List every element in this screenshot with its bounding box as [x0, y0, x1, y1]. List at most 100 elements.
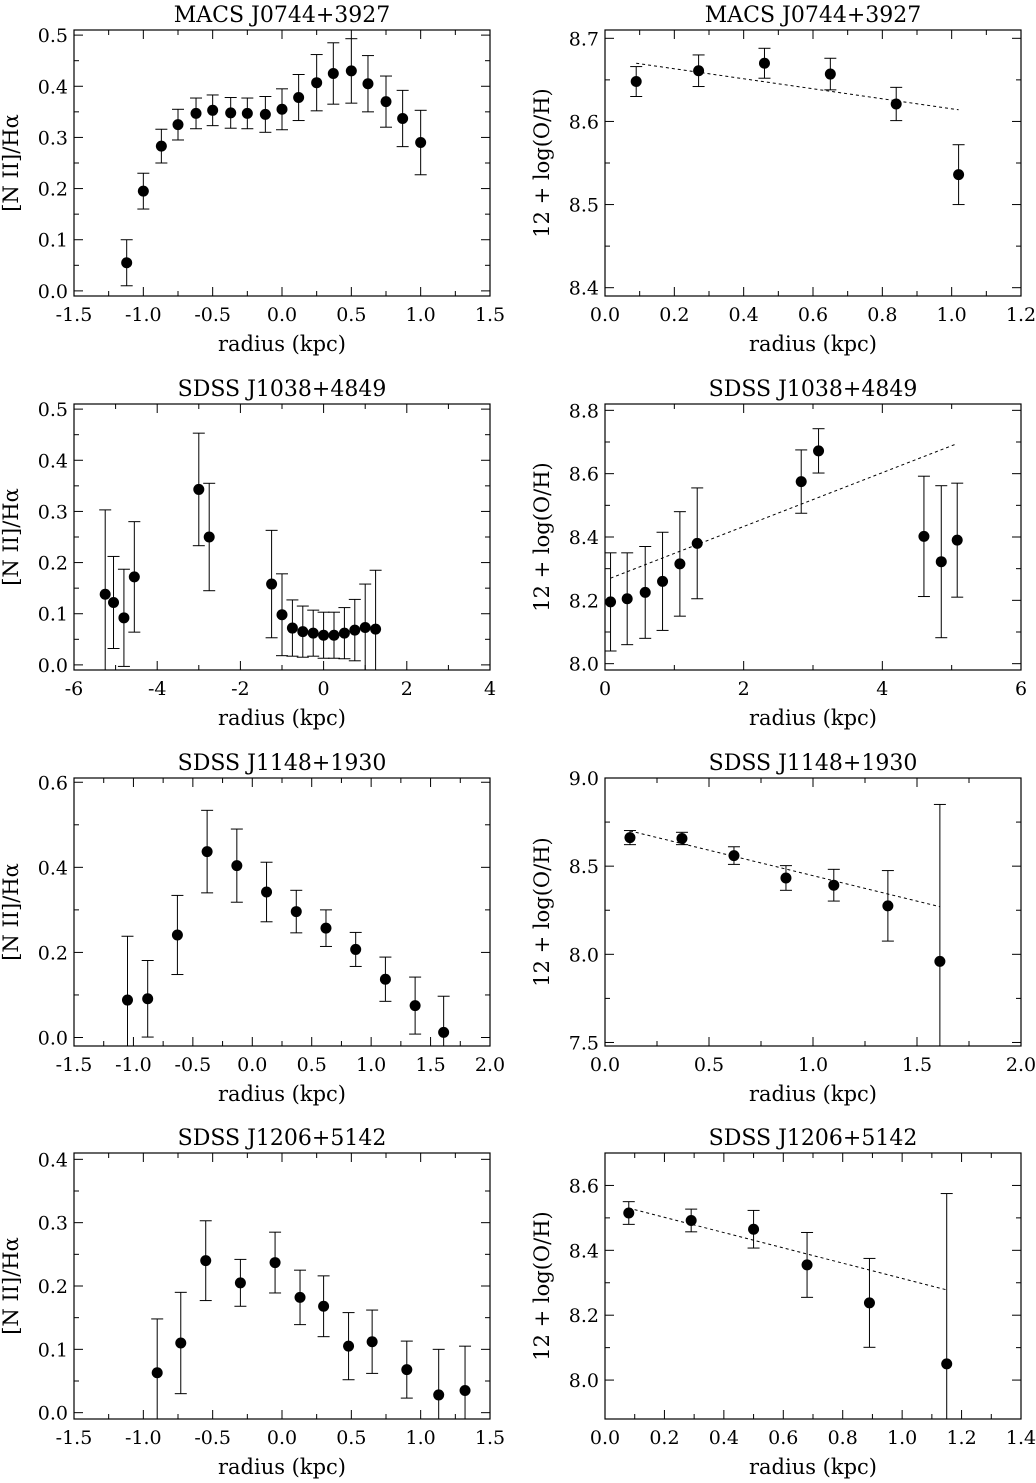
y-tick-label: 0.0	[38, 655, 68, 677]
x-tick-label: -1.0	[125, 304, 162, 326]
data-point	[201, 846, 213, 858]
plot-frame	[73, 1152, 491, 1420]
panel-6: SDSS J1148+1930 radius (kpc) 12 + log(O/H)…	[530, 751, 1036, 1106]
x-tick-label: 1.0	[356, 1054, 386, 1076]
data-point	[345, 65, 357, 77]
panel-title: SDSS J1206+5142	[178, 1126, 387, 1151]
panel-3: SDSS J1038+4849 radius (kpc) [N II]/Hα -6 -4…	[0, 377, 496, 730]
data-point	[362, 78, 374, 90]
x-tick-label: 1.0	[937, 304, 967, 326]
x-tick-label: 0.5	[336, 1427, 366, 1449]
x-axis-label: radius (kpc)	[749, 1455, 877, 1479]
y-tick-label: 0.0	[38, 1027, 68, 1049]
panel-5: SDSS J1148+1930 radius (kpc) [N II]/Hα -1.5…	[0, 751, 505, 1106]
data-point	[338, 627, 350, 639]
panel-title: SDSS J1038+4849	[178, 377, 387, 402]
data-point	[207, 104, 219, 116]
data-point	[918, 530, 930, 542]
x-tick-label: -0.5	[194, 304, 231, 326]
x-tick-label: -6	[65, 678, 84, 700]
y-axis-label: [N II]/Hα	[0, 488, 23, 586]
x-axis-label: radius (kpc)	[218, 706, 346, 730]
data-point	[605, 596, 617, 608]
data-point	[307, 627, 319, 639]
data-point	[108, 596, 120, 608]
x-tick-label: 0.4	[729, 304, 759, 326]
data-point	[343, 1340, 355, 1352]
data-point	[366, 1336, 378, 1348]
panel-2: MACS J0744+3927 radius (kpc) 12 + log(O/H)…	[530, 3, 1036, 356]
x-tick-label: 0.0	[237, 1054, 267, 1076]
x-tick-label: 0.0	[590, 1427, 620, 1449]
y-axis-label: 12 + log(O/H)	[530, 837, 554, 986]
data-point	[630, 76, 642, 88]
y-tick-label: 0.5	[38, 25, 68, 47]
data-point	[286, 622, 298, 634]
data-point	[241, 107, 253, 119]
y-tick-label: 0.0	[38, 281, 68, 303]
data-point	[863, 1297, 875, 1309]
x-tick-label: 1.0	[798, 1054, 828, 1076]
data-point	[795, 476, 807, 488]
data-point	[297, 626, 309, 638]
data-layer	[120, 38, 427, 287]
y-tick-label: 0.3	[38, 127, 68, 149]
y-axis-label: 12 + log(O/H)	[530, 1211, 554, 1360]
data-point	[433, 1389, 445, 1401]
x-tick-label: 0.8	[828, 1427, 858, 1449]
x-axis-label: radius (kpc)	[218, 332, 346, 356]
y-tick-label: 8.4	[569, 1240, 599, 1262]
y-tick-label: 8.8	[569, 400, 599, 422]
panel-7: SDSS J1206+5142 radius (kpc) [N II]/Hα -1.5…	[0, 1126, 505, 1479]
data-point	[269, 1257, 281, 1269]
y-tick-label: 8.6	[569, 1175, 599, 1197]
data-point	[415, 137, 427, 149]
data-point	[624, 832, 636, 844]
y-tick-label: 0.5	[38, 399, 68, 421]
data-point	[951, 534, 963, 546]
data-point	[318, 629, 330, 641]
data-point	[693, 65, 705, 77]
panel-title: MACS J0744+3927	[174, 3, 391, 28]
y-tick-label: 8.2	[569, 1305, 599, 1327]
y-tick-label: 0.2	[38, 1276, 68, 1298]
data-point	[171, 929, 183, 941]
y-axis-label: [N II]/Hα	[0, 114, 23, 212]
data-point	[172, 119, 184, 131]
x-tick-label: 0.4	[709, 1427, 739, 1449]
y-tick-label: 0.1	[38, 1339, 68, 1361]
data-point	[639, 586, 651, 598]
panel-title: SDSS J1148+1930	[178, 751, 387, 776]
y-tick-label: 0.0	[38, 1403, 68, 1425]
data-point	[190, 107, 202, 119]
data-point	[311, 77, 323, 89]
data-point	[780, 872, 792, 884]
x-axis-label: radius (kpc)	[749, 1082, 877, 1106]
x-tick-label: 6	[1015, 678, 1027, 700]
data-point	[397, 112, 409, 124]
data-point	[953, 169, 965, 181]
data-point	[193, 483, 205, 495]
y-tick-label: 8.7	[569, 28, 599, 50]
x-tick-label: 0.0	[267, 1427, 297, 1449]
x-axis-label: radius (kpc)	[749, 332, 877, 356]
data-point	[128, 571, 140, 583]
x-axis-label: radius (kpc)	[749, 706, 877, 730]
y-axis-label: [N II]/Hα	[0, 1237, 23, 1335]
data-point	[380, 96, 392, 108]
x-axis-label: radius (kpc)	[218, 1082, 346, 1106]
data-point	[293, 92, 305, 104]
y-tick-label: 0.4	[38, 1149, 68, 1171]
panel-1: MACS J0744+3927 radius (kpc) [N II]/Hα -1.5…	[0, 3, 505, 356]
gradient-fit-line	[636, 62, 959, 111]
data-point	[294, 1291, 306, 1303]
y-axis-label: 12 + log(O/H)	[530, 88, 554, 237]
x-tick-label: 0.2	[649, 1427, 679, 1449]
y-tick-label: 8.5	[569, 195, 599, 217]
data-point	[155, 140, 167, 152]
data-point	[151, 1367, 163, 1379]
gradient-fit-line	[610, 443, 958, 579]
data-point	[276, 103, 288, 115]
panel-4: SDSS J1038+4849 radius (kpc) 12 + log(O/H)…	[530, 377, 1027, 730]
